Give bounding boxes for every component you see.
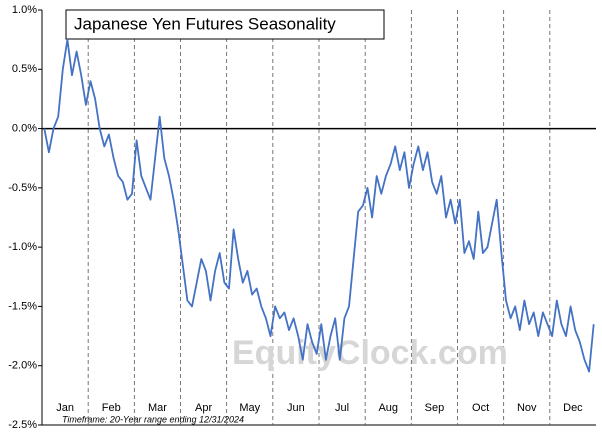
y-tick-label: -0.5% bbox=[8, 182, 37, 194]
annotation: Timeframe: 20-Year range ending 12/31/20… bbox=[62, 414, 244, 424]
y-tick-label: -2.0% bbox=[8, 360, 37, 372]
x-tick-label: Jan bbox=[56, 402, 74, 414]
y-tick-label: -2.5% bbox=[8, 419, 37, 431]
x-tick-label: Jul bbox=[335, 402, 349, 414]
y-tick-label: 0.5% bbox=[12, 63, 37, 75]
x-tick-label: Feb bbox=[102, 402, 121, 414]
title-box bbox=[65, 9, 385, 40]
x-tick-label: Mar bbox=[148, 402, 167, 414]
y-tick-label: -1.0% bbox=[8, 241, 37, 253]
x-tick-label: May bbox=[239, 402, 260, 414]
y-tick-label: -1.5% bbox=[8, 300, 37, 312]
x-tick-label: Oct bbox=[472, 402, 489, 414]
x-tick-label: Aug bbox=[378, 402, 398, 414]
x-tick-label: Nov bbox=[517, 402, 537, 414]
chart-title: Japanese Yen Futures Seasonality bbox=[74, 14, 336, 33]
x-tick-label: Jun bbox=[287, 402, 305, 414]
series-line bbox=[43, 38, 595, 373]
y-tick-label: 1.0% bbox=[12, 4, 37, 16]
watermark: EquityClock.com bbox=[232, 334, 508, 372]
x-tick-label: Sep bbox=[425, 402, 445, 414]
x-tick-label: Apr bbox=[195, 402, 212, 414]
x-tick-label: Dec bbox=[563, 402, 583, 414]
y-tick-label: 0.0% bbox=[12, 122, 37, 134]
